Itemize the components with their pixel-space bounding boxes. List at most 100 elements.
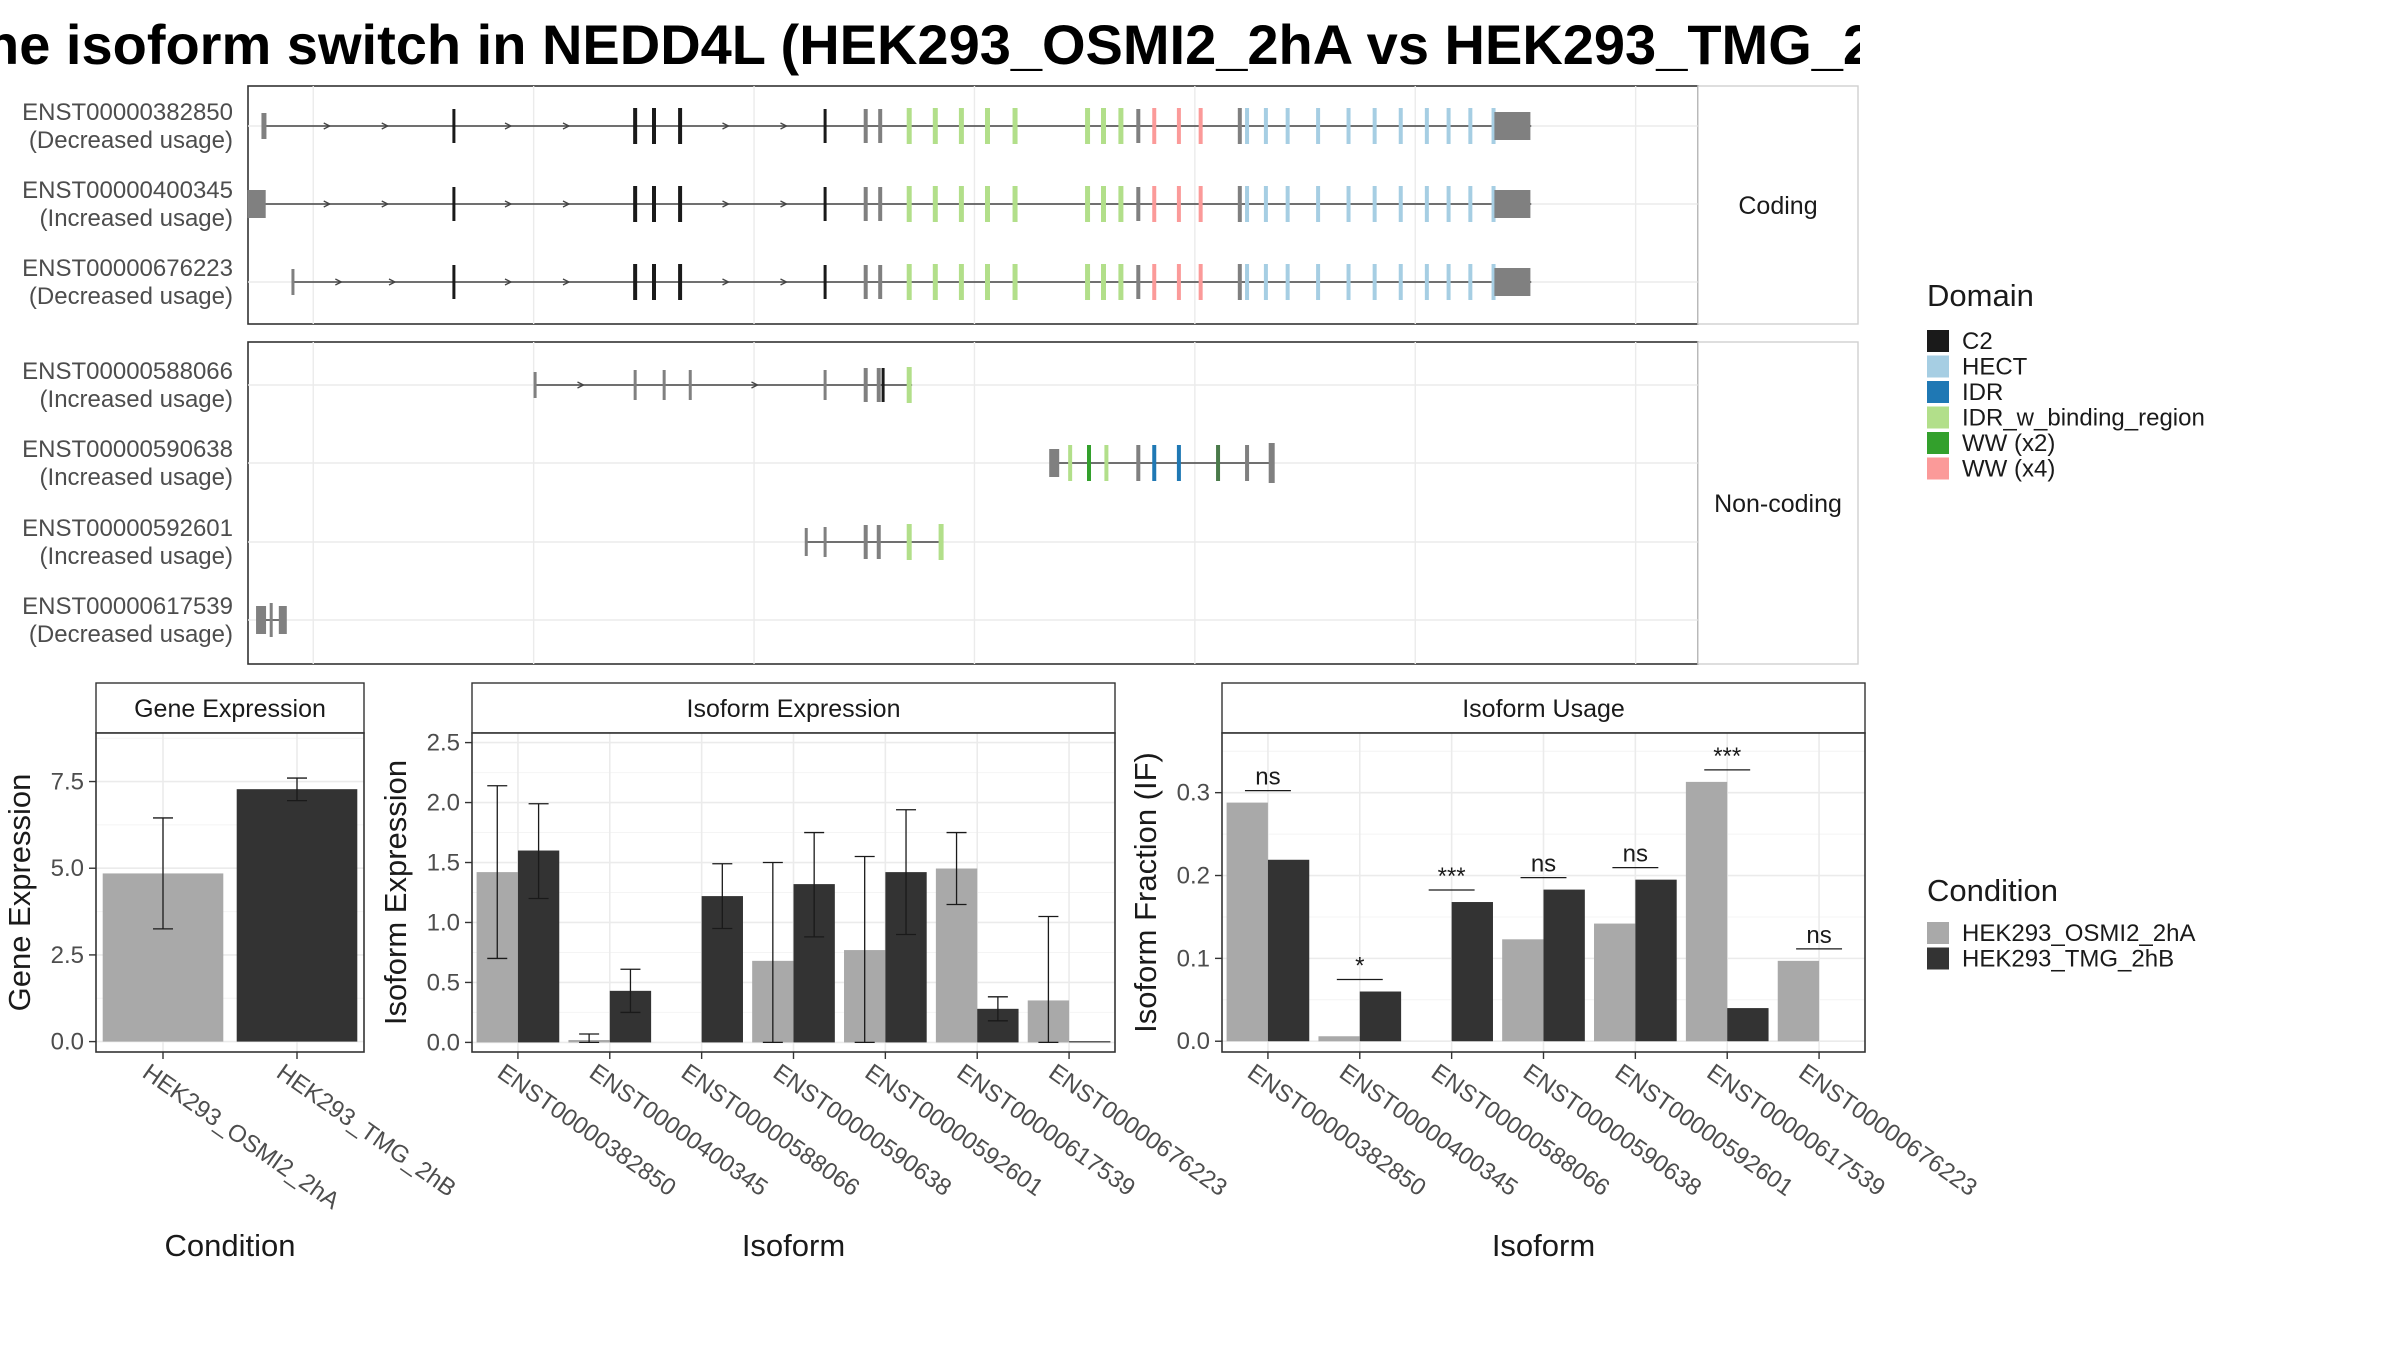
- y-tick-label: 1.5: [427, 850, 460, 877]
- significance-label: ns: [1255, 764, 1280, 791]
- exon: [906, 524, 912, 560]
- exon: [1285, 264, 1290, 300]
- y-tick-label: 1.0: [427, 909, 460, 936]
- exon: [958, 108, 964, 144]
- isoform-row-label: ENST00000676223: [22, 255, 233, 282]
- strand-arrow: [751, 381, 759, 389]
- exon: [1398, 108, 1403, 144]
- exon: [1424, 264, 1429, 300]
- exon: [958, 264, 964, 300]
- exon: [1245, 445, 1250, 481]
- isoform-row-label: ENST00000382850: [22, 99, 233, 126]
- exon: [876, 525, 881, 559]
- exon: [633, 264, 638, 300]
- exon: [1152, 108, 1157, 144]
- exon: [278, 606, 287, 634]
- exon: [1118, 108, 1124, 144]
- y-tick-label: 0.2: [1177, 863, 1210, 890]
- condition-legend-swatch: [1927, 947, 1949, 970]
- y-tick-label: 2.5: [427, 730, 460, 757]
- strand-arrow: [780, 122, 788, 130]
- chart-title: Isoform Usage: [1462, 695, 1625, 723]
- chart-isoform-usage: Isoform Usage0.00.10.20.3nsENST000003828…: [1128, 682, 1982, 1263]
- bar: [1685, 781, 1728, 1042]
- bar: [1635, 879, 1677, 1042]
- y-tick-label: 0.0: [427, 1029, 460, 1056]
- exon: [1237, 264, 1242, 300]
- significance-label: ns: [1806, 922, 1831, 949]
- domain-legend-label: WW (x4): [1962, 456, 2055, 483]
- exon: [1198, 264, 1203, 300]
- y-tick-label: 5.0: [51, 855, 84, 882]
- isoform-row-label: ENST00000588066: [22, 358, 233, 385]
- exon: [1012, 108, 1018, 144]
- isoform-row-label: ENST00000590638: [22, 436, 233, 463]
- exon: [688, 370, 692, 400]
- exon: [1316, 264, 1321, 300]
- exon: [1494, 112, 1531, 140]
- domain-legend-swatch: [1927, 330, 1949, 352]
- plot-border: [471, 732, 1116, 1053]
- bar: [1069, 1041, 1111, 1043]
- exon: [1263, 264, 1268, 300]
- domain-legend-swatch: [1927, 432, 1949, 454]
- condition-legend-swatch: [1927, 922, 1949, 944]
- strand-arrow: [381, 122, 390, 130]
- exon: [678, 108, 683, 144]
- isoform-usage-label: (Increased usage): [40, 464, 233, 491]
- exon: [1372, 264, 1377, 300]
- y-tick-label: 0.0: [1177, 1028, 1210, 1055]
- exon: [1136, 445, 1141, 481]
- exon: [452, 187, 456, 221]
- domain-legend-swatch: [1927, 406, 1949, 429]
- strand-arrow: [562, 278, 571, 286]
- exon: [881, 368, 885, 402]
- condition-legend-label: HEK293_TMG_2hB: [1962, 946, 2174, 973]
- exon: [1012, 186, 1018, 222]
- exon: [1012, 264, 1018, 300]
- exon: [876, 368, 881, 402]
- exon: [985, 264, 990, 300]
- bar: [1226, 802, 1268, 1042]
- isoform-row-label: ENST00000400345: [22, 177, 233, 204]
- exon: [261, 113, 267, 139]
- isoform-row-label: ENST00000617539: [22, 593, 233, 620]
- plot-border: [95, 732, 365, 1053]
- exon: [1468, 264, 1473, 300]
- bar: [1727, 1008, 1769, 1042]
- bar: [1359, 991, 1402, 1042]
- exon: [1152, 186, 1157, 222]
- exon: [878, 187, 883, 221]
- chart-strip: [471, 682, 1116, 734]
- exon: [1446, 186, 1451, 222]
- isoform-usage-label: (Decreased usage): [29, 621, 233, 648]
- chart-title: Gene Expression: [134, 695, 326, 723]
- exon: [1118, 186, 1124, 222]
- strand-arrow: [722, 278, 730, 286]
- exon: [985, 186, 990, 222]
- y-axis-title: Gene Expression: [2, 774, 37, 1012]
- strand-arrow: [722, 122, 730, 130]
- significance-label: *: [1355, 953, 1364, 980]
- chart-title: Isoform Expression: [687, 695, 901, 723]
- y-tick-label: 0.3: [1177, 780, 1210, 807]
- facet-label-noncoding: Non-coding: [1714, 490, 1842, 518]
- exon: [1237, 186, 1242, 222]
- isoform-usage-label: (Decreased usage): [29, 283, 233, 310]
- exon: [1085, 264, 1091, 300]
- exon: [1316, 186, 1321, 222]
- exon: [1087, 445, 1091, 481]
- strand-arrow: [323, 122, 332, 130]
- exon: [1446, 108, 1451, 144]
- strand-arrow: [780, 278, 788, 286]
- exon: [1491, 108, 1496, 144]
- exon: [1085, 186, 1091, 222]
- exon: [1398, 264, 1403, 300]
- exon: [1237, 108, 1242, 144]
- domain-legend-swatch: [1927, 355, 1949, 378]
- exon: [1176, 445, 1181, 481]
- exon: [823, 187, 827, 221]
- isoform-usage-label: (Decreased usage): [29, 127, 233, 154]
- exon: [1372, 186, 1377, 222]
